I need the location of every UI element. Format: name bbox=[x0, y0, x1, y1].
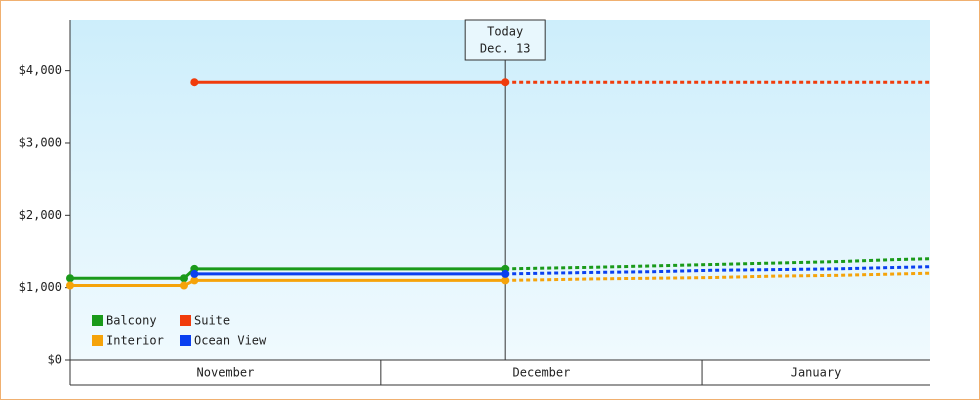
series-line bbox=[70, 278, 506, 287]
legend-swatch bbox=[180, 335, 191, 346]
today-box bbox=[464, 19, 546, 61]
y-tick-label: $0 bbox=[48, 353, 62, 367]
legend-swatch bbox=[92, 335, 103, 346]
x-tick-label: November bbox=[197, 366, 255, 380]
y-tick-label: $4,000 bbox=[19, 63, 62, 77]
forecast-line bbox=[505, 265, 931, 276]
y-tick-label: $2,000 bbox=[19, 208, 62, 222]
legend-label: Interior bbox=[106, 334, 164, 348]
forecast-line bbox=[505, 257, 931, 271]
y-tick-label: $1,000 bbox=[19, 280, 62, 294]
series-point bbox=[190, 276, 199, 285]
series-point bbox=[179, 274, 188, 283]
series-line bbox=[70, 267, 506, 280]
legend-label: Ocean View bbox=[194, 334, 267, 348]
legend-label: Balcony bbox=[106, 314, 157, 328]
series-point bbox=[179, 281, 188, 290]
legend-swatch bbox=[92, 315, 103, 326]
series-point bbox=[66, 281, 74, 290]
series-point bbox=[190, 78, 199, 87]
forecast-line bbox=[505, 271, 931, 282]
series-point bbox=[66, 274, 74, 283]
today-date: Dec. 13 bbox=[480, 42, 531, 56]
series-point bbox=[190, 269, 199, 278]
x-tick-label: December bbox=[513, 366, 571, 380]
today-title: Today bbox=[487, 25, 523, 39]
plot-area bbox=[70, 20, 930, 360]
legend-swatch bbox=[180, 315, 191, 326]
y-tick-label: $3,000 bbox=[19, 135, 62, 149]
x-tick-label: January bbox=[791, 366, 842, 380]
legend-label: Suite bbox=[194, 314, 230, 328]
